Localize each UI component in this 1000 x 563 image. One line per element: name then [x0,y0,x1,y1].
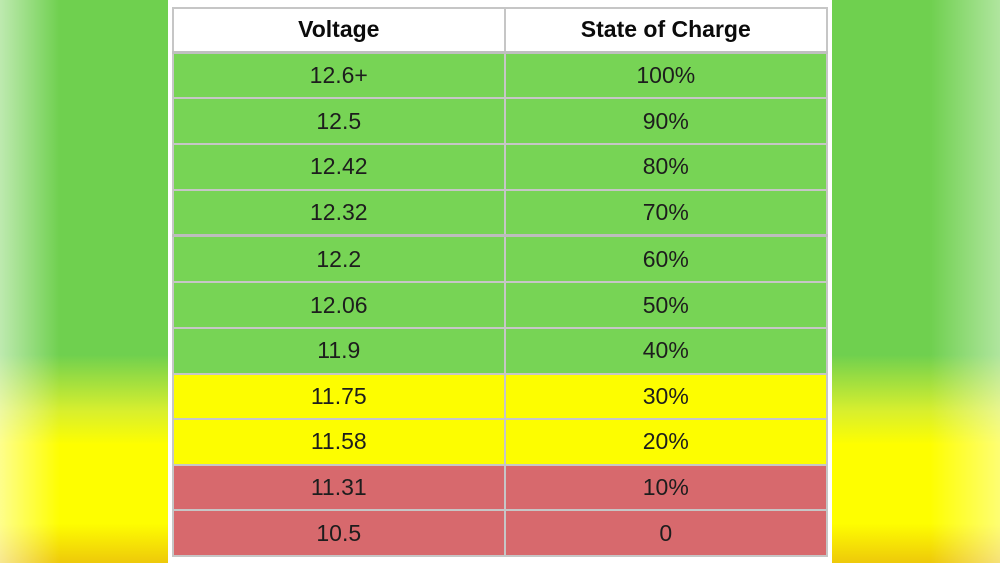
table-row: 12.06 50% [172,281,829,329]
soc-cell: 60% [503,234,829,284]
soc-cell: 80% [503,142,829,191]
table-row: 12.5 90% [172,97,829,145]
table-row: 12.2 60% [172,234,829,284]
table-row: 12.32 70% [172,188,829,238]
soc-column-header: State of Charge [503,7,829,54]
voltage-cell: 11.9 [172,326,506,375]
voltage-cell: 11.58 [172,418,506,466]
voltage-cell: 12.2 [172,234,506,284]
voltage-column-header: Voltage [172,7,506,54]
soc-cell: 30% [503,372,829,421]
soc-cell: 100% [503,50,829,100]
table-row: 11.31 10% [172,463,829,512]
soc-cell: 90% [503,97,829,145]
table-row: 10.5 0 [172,509,829,557]
soc-cell: 10% [503,463,829,512]
voltage-cell: 11.75 [172,372,506,421]
voltage-cell: 12.6+ [172,50,506,100]
state-of-charge-table: Voltage State of Charge 12.6+ 100% 12.5 … [172,7,829,557]
table-row: 11.58 20% [172,418,829,466]
voltage-cell: 10.5 [172,509,506,557]
soc-cell: 20% [503,418,829,466]
header-row: Voltage State of Charge [172,7,829,54]
table-row: 11.75 30% [172,372,829,421]
voltage-cell: 12.5 [172,97,506,145]
table-row: 12.6+ 100% [172,50,829,100]
table-row: 12.42 80% [172,142,829,191]
soc-cell: 70% [503,188,829,238]
soc-cell: 0 [503,509,829,557]
table-row: 11.9 40% [172,326,829,375]
voltage-cell: 12.32 [172,188,506,238]
voltage-cell: 12.42 [172,142,506,191]
voltage-cell: 12.06 [172,281,506,329]
voltage-cell: 11.31 [172,463,506,512]
table-card: Voltage State of Charge 12.6+ 100% 12.5 … [168,0,832,563]
soc-cell: 40% [503,326,829,375]
soc-cell: 50% [503,281,829,329]
